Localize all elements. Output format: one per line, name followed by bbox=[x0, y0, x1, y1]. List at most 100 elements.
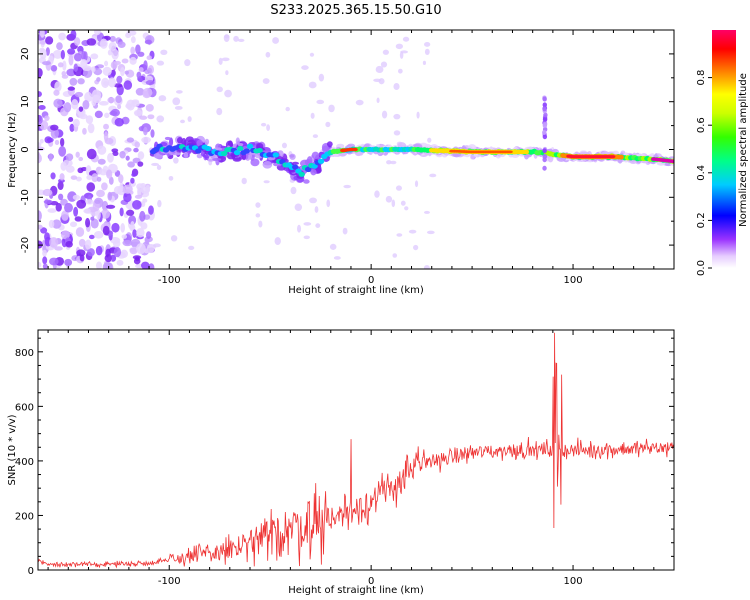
noise-blob bbox=[87, 248, 95, 257]
noise-blob bbox=[69, 221, 78, 228]
noise-blob bbox=[38, 146, 45, 152]
snr-ytick-label: 800 bbox=[15, 348, 34, 359]
noise-blob bbox=[129, 56, 137, 65]
noise-blob bbox=[103, 81, 109, 86]
snr-xtick-label: -100 bbox=[158, 576, 181, 587]
noise-blob bbox=[156, 115, 165, 123]
noise-blob bbox=[102, 66, 112, 76]
ridge-core-blob bbox=[246, 143, 254, 149]
noise-blob bbox=[72, 118, 80, 128]
noise-blob bbox=[50, 128, 59, 139]
noise-blob bbox=[400, 200, 406, 206]
noise-blob bbox=[48, 153, 53, 162]
ridge-halo-blob bbox=[322, 145, 330, 154]
noise-blob bbox=[85, 217, 91, 228]
noise-blob bbox=[393, 113, 401, 120]
noise-blob bbox=[119, 181, 124, 193]
noise-blob bbox=[386, 160, 392, 165]
ridge-core-blob bbox=[272, 152, 280, 158]
noise-blob bbox=[136, 71, 142, 79]
noise-blob bbox=[123, 80, 133, 90]
noise-blob bbox=[145, 80, 155, 86]
noise-blob bbox=[130, 220, 135, 231]
noise-blob bbox=[136, 227, 145, 238]
noise-blob bbox=[116, 75, 123, 84]
noise-blob bbox=[150, 83, 156, 90]
noise-blob bbox=[106, 169, 113, 179]
noise-blob bbox=[125, 155, 130, 161]
noise-blob bbox=[312, 134, 319, 139]
noise-blob bbox=[84, 91, 93, 103]
noise-blob bbox=[329, 243, 337, 250]
noise-blob bbox=[86, 175, 93, 180]
colorbar-tick-label: 0.2 bbox=[696, 212, 707, 228]
noise-blob bbox=[93, 231, 104, 239]
noise-blob bbox=[81, 50, 86, 61]
noise-blob bbox=[309, 197, 317, 204]
noise-blob bbox=[170, 235, 178, 242]
noise-blob bbox=[188, 245, 195, 250]
ridge-core-blob bbox=[292, 164, 299, 170]
noise-blob bbox=[50, 124, 59, 131]
noise-blob bbox=[308, 81, 317, 89]
noise-blob bbox=[414, 180, 419, 188]
ridge-feature-blob bbox=[542, 129, 547, 135]
noise-blob bbox=[39, 47, 45, 53]
ridge-core-blob bbox=[243, 148, 250, 154]
noise-blob bbox=[65, 241, 73, 248]
noise-blob bbox=[96, 209, 101, 220]
noise-blob bbox=[45, 36, 54, 45]
noise-blob bbox=[96, 77, 101, 82]
noise-blob bbox=[54, 81, 62, 92]
noise-blob bbox=[73, 53, 83, 62]
noise-blob bbox=[86, 38, 97, 46]
colorbar: 0.0 0.2 0.4 0.6 0.8 Normalized spectral ampl… bbox=[696, 30, 749, 276]
colorbar-ticks: 0.0 0.2 0.4 0.6 0.8 bbox=[696, 70, 712, 276]
noise-blob bbox=[423, 210, 430, 214]
noise-blob bbox=[152, 243, 161, 248]
noise-blob bbox=[168, 175, 174, 181]
noise-blob bbox=[316, 99, 325, 105]
noise-blob bbox=[265, 51, 271, 58]
noise-blob bbox=[63, 102, 72, 113]
noise-blob bbox=[100, 209, 111, 219]
noise-blob bbox=[68, 54, 74, 66]
noise-blob bbox=[57, 62, 64, 68]
noise-blob bbox=[137, 161, 144, 167]
noise-blob bbox=[111, 222, 120, 233]
noise-blob bbox=[97, 158, 106, 165]
noise-blob bbox=[90, 53, 99, 60]
noise-blob bbox=[160, 49, 168, 56]
noise-blob bbox=[136, 243, 146, 255]
noise-blob bbox=[148, 205, 154, 215]
ridge-hot-blob bbox=[670, 159, 674, 164]
noise-blob bbox=[113, 83, 123, 88]
noise-blob bbox=[65, 153, 74, 161]
noise-blob bbox=[73, 37, 81, 46]
noise-blob bbox=[74, 216, 83, 222]
noise-blob bbox=[62, 60, 67, 71]
noise-blob bbox=[423, 265, 430, 269]
noise-blob bbox=[58, 193, 64, 201]
ridge-halo-blob bbox=[232, 157, 242, 162]
noise-blob bbox=[301, 65, 309, 70]
noise-blob bbox=[42, 263, 48, 269]
noise-blob bbox=[82, 127, 87, 135]
noise-blob bbox=[38, 104, 46, 110]
noise-blob bbox=[294, 203, 303, 212]
noise-blob bbox=[62, 159, 73, 167]
noise-blob bbox=[221, 57, 230, 62]
ridge-halo-blob bbox=[204, 138, 210, 145]
snr-ytick-label: 600 bbox=[15, 402, 34, 413]
noise-blob bbox=[138, 67, 144, 73]
noise-blob bbox=[123, 192, 132, 203]
noise-blob bbox=[117, 41, 126, 48]
snr-ytick-label: 400 bbox=[15, 457, 34, 468]
noise-blob bbox=[150, 129, 155, 138]
noise-blob bbox=[140, 182, 146, 188]
noise-blob bbox=[68, 116, 74, 123]
noise-blob bbox=[108, 77, 116, 88]
noise-blob bbox=[108, 176, 114, 185]
noise-blob bbox=[75, 151, 80, 158]
